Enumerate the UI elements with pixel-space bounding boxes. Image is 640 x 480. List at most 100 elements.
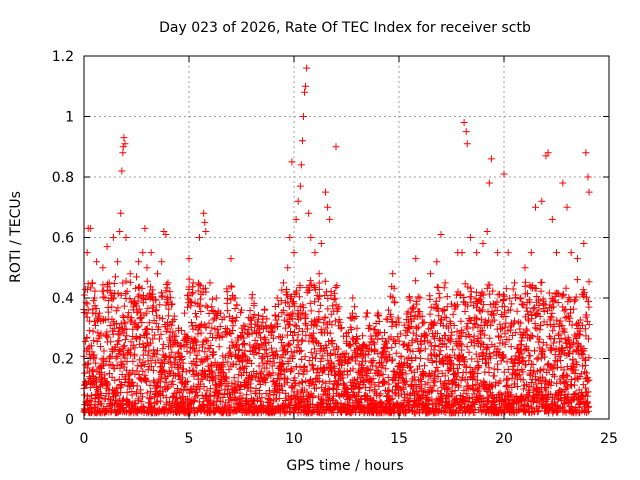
data-point [433,258,441,266]
data-point-cluster [287,398,295,406]
data-point [297,161,305,169]
data-point-cluster [377,399,385,407]
data-point-cluster [292,379,300,387]
data-point [202,227,210,235]
data-point [500,170,508,178]
data-point-cluster [322,324,330,332]
data-point-cluster [137,398,145,406]
data-point-cluster [310,321,318,329]
data-point-cluster [179,374,187,382]
data-point-cluster [243,368,251,376]
data-point-cluster [119,395,127,403]
data-point-cluster [486,334,494,342]
data-point-cluster [383,344,391,352]
data-point-cluster [200,383,208,391]
data-point [206,279,214,287]
data-point-cluster [124,313,132,321]
data-point [479,240,487,248]
data-point [349,294,357,302]
data-point-cluster [322,288,330,296]
data-point [158,258,166,266]
data-point-cluster [108,303,116,311]
data-point-cluster [92,322,100,330]
data-point-cluster [152,319,160,327]
data-point-cluster [413,387,421,395]
grid-lines [84,56,609,419]
data-point-cluster [518,300,526,308]
data-point-cluster [379,362,387,370]
data-point-cluster [318,384,326,392]
data-point-cluster [467,288,475,296]
data-point-cluster [248,359,256,367]
data-point-cluster [173,394,181,402]
data-point-cluster [114,304,122,312]
data-point-cluster [97,392,105,400]
data-point-cluster [368,357,376,365]
data-point-cluster [438,356,446,364]
data-point-cluster [583,317,591,325]
data-point-cluster [288,354,296,362]
data-point-cluster [331,364,339,372]
data-point-cluster [413,337,421,345]
data-point-cluster [382,365,390,373]
data-point-cluster [221,353,229,361]
data-point-cluster [446,335,454,343]
data-point-cluster [134,308,142,316]
data-point-cluster [286,341,294,349]
data-point [466,234,474,241]
data-point-cluster [113,389,121,397]
data-point-cluster [188,290,196,298]
data-point-cluster [223,299,231,307]
data-point-cluster [485,369,493,377]
data-point-cluster [327,358,335,366]
y-axis-label: ROTI / TECUs [8,191,24,283]
data-point-cluster [93,338,101,346]
data-point-cluster [187,302,195,310]
data-point-cluster [196,385,204,393]
data-point [141,224,149,232]
data-point-cluster [284,360,292,368]
data-point-cluster [120,342,128,350]
data-point-cluster [417,340,425,348]
data-point-cluster [380,378,388,386]
data-point-cluster [412,277,420,285]
data-point-cluster [178,355,186,363]
data-point-cluster [195,281,203,289]
data-point [212,294,220,302]
data-point [485,179,493,187]
data-point-cluster [149,290,157,298]
data-point-cluster [184,303,192,311]
data-point-cluster [107,338,115,346]
data-point-cluster [239,358,247,366]
data-point-cluster [142,309,150,317]
data-point-cluster [110,280,118,288]
data-point-cluster [258,368,266,376]
data-point [567,249,575,257]
data-point-cluster [152,296,160,304]
data-point-cluster [141,360,149,368]
data-point-cluster [157,330,165,338]
data-point [302,82,310,90]
data-point-cluster [347,355,355,363]
data-point-cluster [371,381,379,389]
data-point-cluster [490,372,498,380]
data-point-cluster [190,382,198,390]
data-point-cluster [402,377,410,385]
data-point [147,249,155,257]
data-point-cluster [366,324,374,332]
data-point-cluster [192,361,200,369]
data-point [511,279,518,287]
data-point-cluster [156,301,164,309]
data-point-cluster [432,297,440,305]
data-point-cluster [205,310,213,318]
data-point-cluster [328,336,336,344]
data-point-cluster [585,303,593,311]
data-point-cluster [193,313,201,321]
data-point-cluster [141,374,149,382]
data-point-cluster [315,377,323,385]
data-point-cluster [115,376,123,384]
data-point-cluster [206,385,214,393]
data-point-cluster [365,341,373,349]
data-point-cluster [564,372,572,380]
data-point-cluster [443,293,451,301]
